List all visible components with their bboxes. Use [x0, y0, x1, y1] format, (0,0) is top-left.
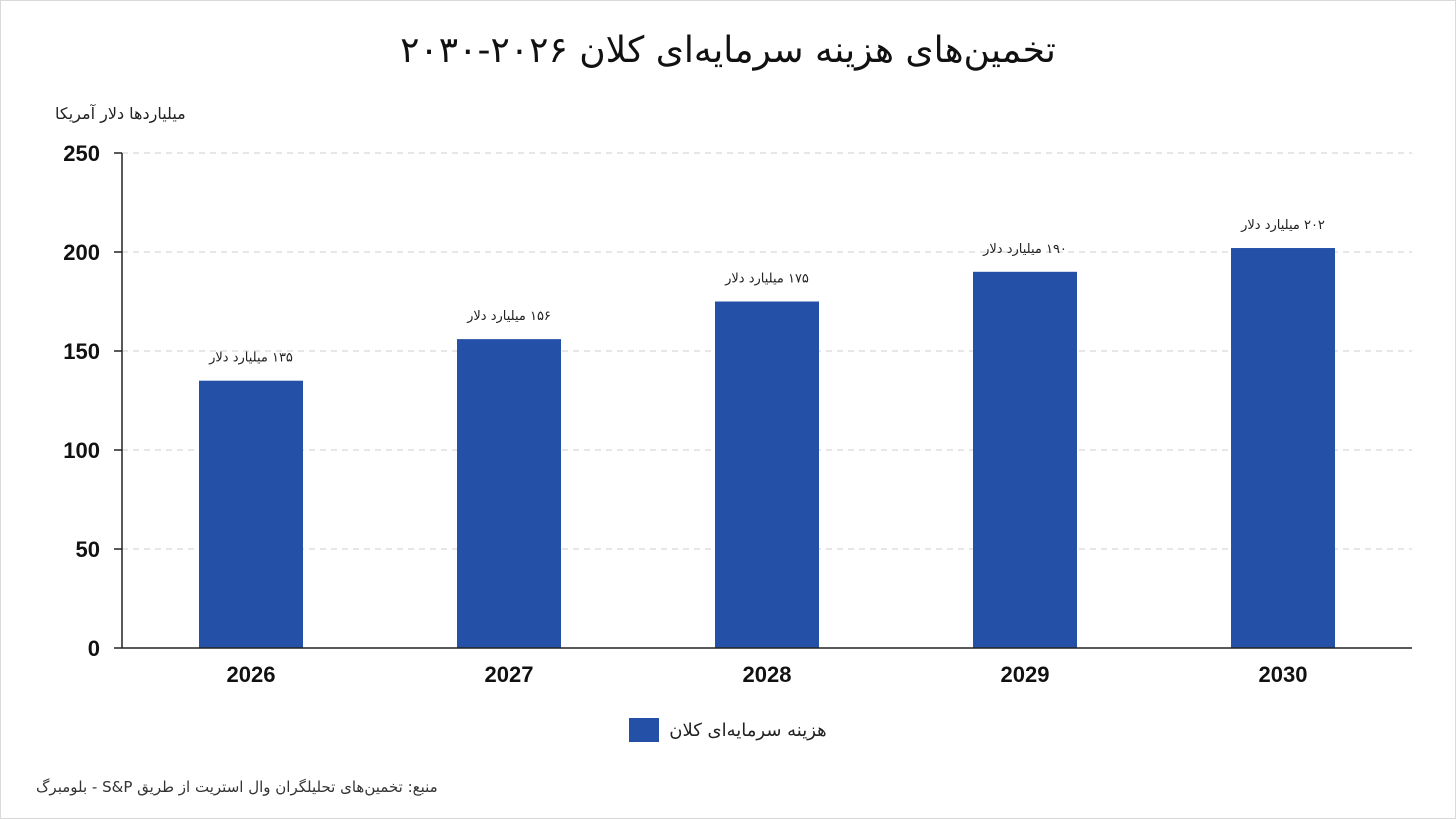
bars: [199, 248, 1335, 649]
y-tick-label: 100: [63, 438, 100, 463]
bar-2028: [715, 301, 819, 648]
legend-swatch: [629, 718, 660, 742]
x-tick-label-2027: 2027: [485, 662, 534, 687]
data-label-2027: ۱۵۶ میلیارد دلار: [466, 309, 551, 324]
gridlines: [122, 152, 1412, 550]
data-label-2028: ۱۷۵ میلیارد دلار: [724, 272, 809, 287]
y-tick-label: 50: [76, 537, 100, 562]
x-tick-label-2029: 2029: [1001, 662, 1050, 687]
bar-2029: [973, 271, 1077, 648]
legend-label: هزینه سرمایه‌ای کلان: [669, 719, 827, 741]
bar-2027: [457, 339, 561, 648]
y-tick-label: 150: [63, 339, 100, 364]
x-tick-label-2030: 2030: [1259, 662, 1308, 687]
data-label-2030: ۲۰۲ میلیارد دلار: [1240, 218, 1325, 233]
source-note: منبع: تخمین‌های تحلیلگران وال استریت از …: [36, 778, 438, 796]
labels: ۱۳۵ میلیارد دلار 2026 ۱۵۶ میلیارد دلار 2027…: [208, 218, 1325, 687]
bar-2030: [1231, 248, 1335, 649]
y-tick-label: 200: [63, 240, 100, 265]
x-tick-label-2028: 2028: [743, 662, 792, 687]
axes: 0 50 100 150 200 250: [63, 141, 1412, 661]
x-tick-label-2026: 2026: [227, 662, 276, 687]
data-label-2029: ۱۹۰ میلیارد دلار: [982, 242, 1067, 257]
data-label-2026: ۱۳۵ میلیارد دلار: [208, 351, 293, 366]
bar-2026: [199, 380, 303, 648]
chart-title: تخمین‌های هزینه سرمایه‌ای کلان ۲۰۲۶-۲۰۳۰: [400, 30, 1056, 71]
y-axis-label: میلیاردها دلار آمریکا: [55, 104, 186, 123]
legend: هزینه سرمایه‌ای کلان: [0, 718, 1456, 742]
y-tick-label: 0: [88, 636, 100, 661]
y-tick-label: 250: [63, 141, 100, 166]
